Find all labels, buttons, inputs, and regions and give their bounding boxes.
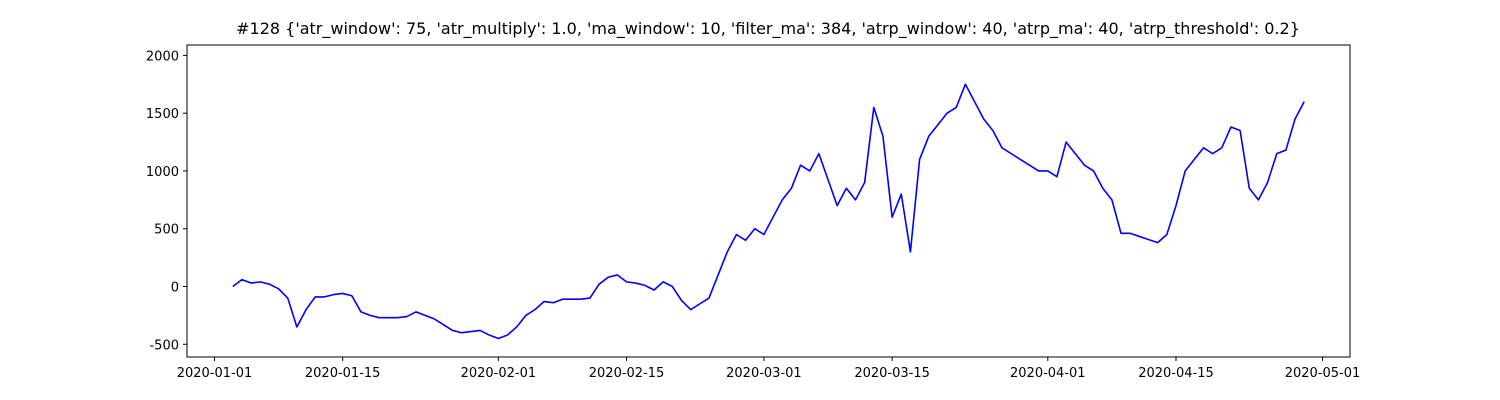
x-tick-label: 2020-05-01	[1285, 366, 1361, 381]
x-tick-label: 2020-01-01	[177, 366, 253, 381]
y-tick-label: 2000	[146, 49, 179, 64]
x-tick-label: 2020-02-01	[461, 366, 537, 381]
y-tick-label: 1500	[146, 107, 179, 122]
x-tick-label: 2020-04-01	[1010, 366, 1086, 381]
chart-title: #128 {'atr_window': 75, 'atr_multiply': …	[236, 19, 1300, 39]
x-tick-label: 2020-04-15	[1138, 366, 1214, 381]
x-tick-label: 2020-03-15	[854, 366, 930, 381]
y-tick-label: 1000	[146, 165, 179, 180]
y-tick-label: 500	[154, 223, 179, 238]
x-tick-label: 2020-02-15	[589, 366, 665, 381]
x-tick-label: 2020-01-15	[305, 366, 381, 381]
y-tick-label: -500	[149, 338, 179, 353]
plot-frame	[186, 44, 1351, 358]
x-tick-label: 2020-03-01	[726, 366, 802, 381]
data-line	[232, 83, 1305, 340]
y-tick-label: 0	[171, 281, 179, 296]
